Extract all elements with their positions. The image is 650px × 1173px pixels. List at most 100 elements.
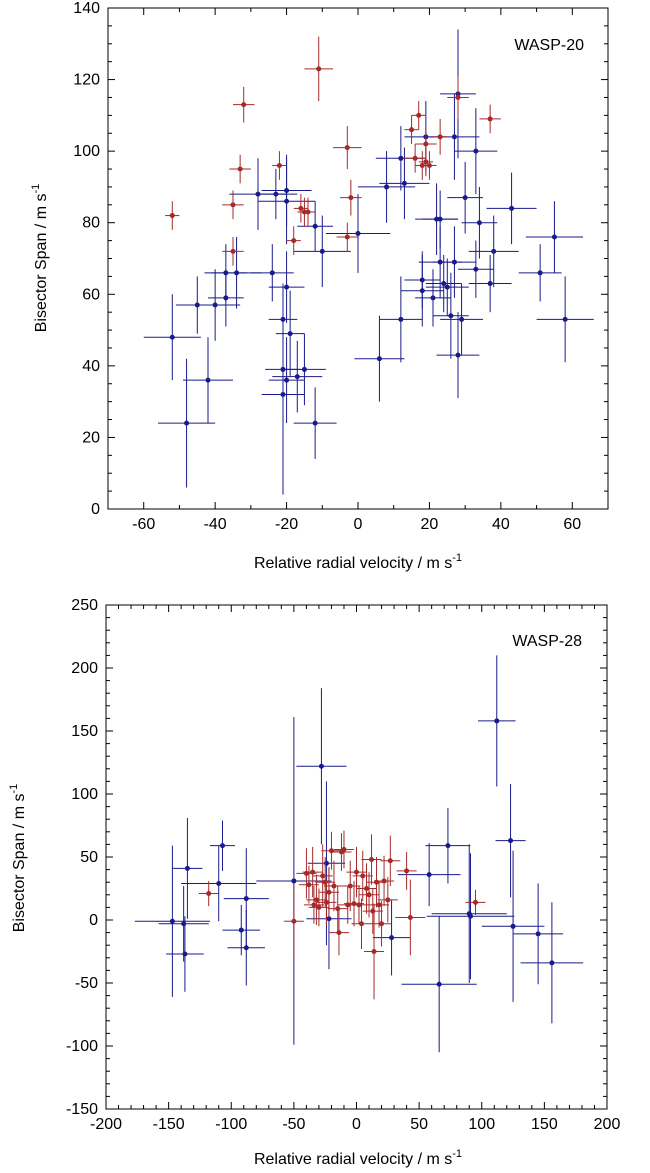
data-point: [404, 115, 419, 144]
y-tick-label: 40: [82, 358, 100, 375]
data-point: [296, 688, 347, 845]
data-marker: [312, 223, 318, 229]
data-marker: [508, 838, 514, 844]
data-marker: [344, 145, 350, 151]
data-marker: [473, 148, 479, 154]
data-point: [361, 834, 382, 885]
data-marker: [360, 873, 366, 879]
data-point: [222, 237, 244, 266]
x-tick-label: -100: [215, 1116, 247, 1133]
data-point: [227, 909, 266, 986]
data-point: [297, 201, 333, 252]
data-point: [283, 883, 304, 960]
data-point: [374, 855, 395, 907]
data-marker: [448, 313, 454, 319]
data-point: [397, 843, 461, 907]
y-axis-label: Bisector Span / m s-1: [8, 784, 28, 933]
y-tick-label: 60: [82, 286, 100, 303]
data-point: [369, 882, 390, 928]
data-marker: [347, 883, 353, 889]
y-tick-label: 80: [82, 215, 100, 232]
data-marker: [430, 295, 436, 301]
data-point: [327, 885, 348, 932]
x-axis-label: Relative radial velocity / m s-1: [254, 552, 462, 572]
data-marker: [423, 159, 429, 165]
data-point: [425, 258, 469, 316]
data-marker: [491, 248, 497, 254]
data-point: [190, 269, 241, 341]
data-point: [222, 904, 261, 956]
data-marker: [444, 284, 450, 290]
data-marker: [487, 281, 493, 287]
data-point: [415, 269, 451, 327]
data-point: [465, 889, 486, 915]
data-point: [300, 197, 316, 227]
data-point: [183, 337, 233, 424]
x-tick-label: -40: [204, 516, 227, 533]
data-marker: [437, 134, 443, 140]
data-marker: [451, 134, 457, 140]
x-tick-label: 0: [354, 516, 363, 533]
data-marker: [319, 248, 325, 254]
data-point: [404, 251, 441, 309]
data-marks: [134, 655, 584, 1053]
data-marker: [331, 883, 337, 889]
data-point: [359, 872, 380, 918]
x-tick-label: 200: [594, 1116, 621, 1133]
y-tick-label: 0: [91, 501, 100, 518]
data-marker: [356, 902, 362, 908]
data-marker: [305, 209, 311, 215]
data-marker: [306, 882, 312, 888]
data-point: [143, 294, 201, 381]
data-marker: [348, 195, 354, 201]
data-marker: [344, 234, 350, 240]
data-point: [181, 845, 257, 922]
data-point: [396, 851, 417, 890]
data-marker: [311, 902, 317, 908]
data-point: [495, 783, 526, 898]
data-marker: [291, 238, 297, 244]
data-marker: [387, 858, 393, 864]
data-marker: [291, 878, 297, 884]
data-marker: [318, 763, 324, 769]
data-marker: [423, 141, 429, 147]
data-marker: [276, 162, 282, 168]
data-marker: [376, 902, 382, 908]
data-marker: [549, 960, 555, 966]
data-point: [348, 885, 370, 924]
data-point: [362, 888, 383, 934]
axis-ticks: -60 -40 -20 0 20 40 60 0 20 40 60 80 100 120 140: [73, 0, 609, 533]
data-marker: [404, 868, 410, 874]
data-point: [426, 853, 515, 980]
data-point: [461, 186, 498, 259]
chart-wasp-28: -200 -150 -100 -50 0 50 100 150 200-150-100-5005…: [8, 597, 620, 1168]
data-point: [358, 151, 416, 223]
x-tick-label: 20: [421, 516, 439, 533]
y-tick-label: -150: [66, 1101, 98, 1118]
data-marker: [206, 891, 212, 897]
x-tick-label: 50: [410, 1116, 428, 1133]
data-marker: [273, 191, 279, 197]
data-point: [308, 888, 329, 927]
data-point: [454, 108, 498, 195]
data-marker: [310, 869, 316, 875]
data-marker: [354, 869, 359, 875]
data-marker: [472, 899, 478, 905]
data-marker: [426, 872, 432, 878]
data-point: [411, 101, 426, 130]
x-tick-label: 150: [531, 1116, 558, 1133]
data-point: [275, 290, 305, 377]
data-point: [268, 251, 305, 323]
data-point: [172, 817, 203, 919]
data-marker: [455, 94, 461, 100]
data-point: [346, 846, 367, 898]
data-marker: [234, 270, 240, 276]
x-tick-label: -50: [282, 1116, 305, 1133]
data-point: [261, 154, 312, 227]
data-marker: [316, 904, 322, 910]
data-marker: [381, 878, 387, 884]
data-point: [433, 226, 476, 298]
data-marker: [436, 981, 442, 987]
data-marker: [419, 277, 425, 283]
data-marker: [335, 906, 341, 912]
